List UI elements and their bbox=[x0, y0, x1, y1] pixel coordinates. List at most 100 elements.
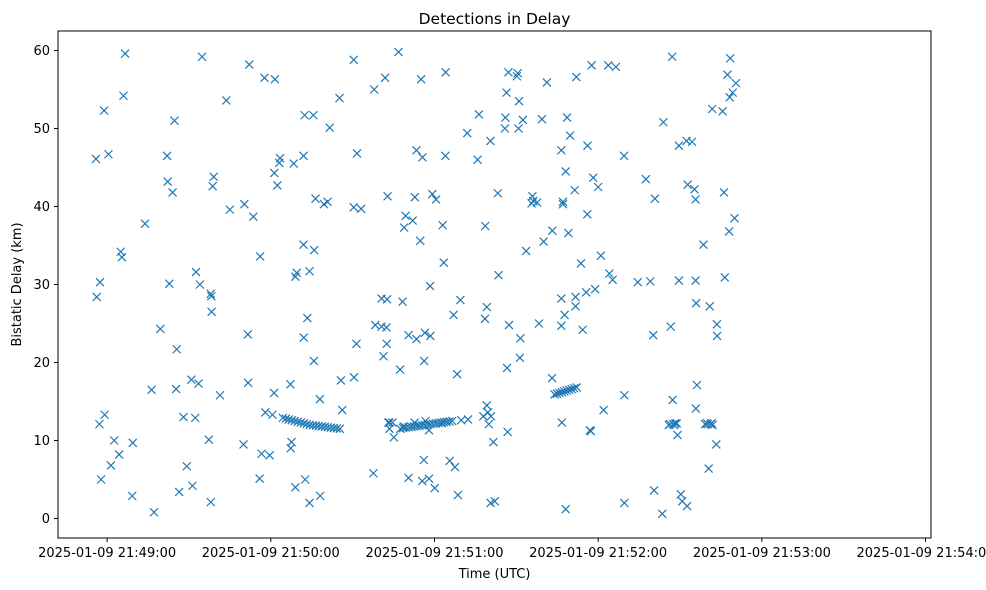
x-tick-label: 2025-01-09 21:50:00 bbox=[202, 546, 340, 561]
data-point-marker bbox=[720, 273, 730, 282]
data-point-marker bbox=[658, 117, 668, 127]
data-point-marker bbox=[645, 276, 655, 286]
data-point-marker bbox=[335, 93, 344, 103]
data-point-marker bbox=[114, 450, 124, 459]
data-point-marker bbox=[515, 353, 525, 363]
data-point-marker bbox=[171, 384, 181, 394]
data-point-marker bbox=[410, 192, 420, 202]
x-axis-ticks: 2025-01-09 21:49:00 2025-01-09 21:50:00 20… bbox=[38, 538, 986, 561]
data-point-marker bbox=[572, 383, 582, 392]
data-point-marker bbox=[571, 292, 580, 302]
data-point-marker bbox=[674, 276, 684, 286]
data-point-marker bbox=[588, 173, 598, 183]
data-point-marker bbox=[412, 145, 421, 155]
data-point-marker bbox=[269, 168, 279, 178]
data-point-marker bbox=[398, 297, 407, 307]
data-point-marker bbox=[290, 416, 300, 426]
data-point-marker bbox=[309, 356, 319, 366]
data-point-marker bbox=[485, 136, 495, 146]
data-point-marker bbox=[305, 498, 314, 508]
data-point-marker bbox=[186, 375, 196, 385]
data-point-marker bbox=[445, 416, 454, 426]
data-point-marker bbox=[305, 266, 314, 276]
data-point-marker bbox=[482, 400, 492, 410]
data-point-marker bbox=[593, 182, 603, 192]
x-axis-label: Time (UTC) bbox=[458, 567, 531, 582]
data-point-marker bbox=[336, 376, 346, 385]
data-point-marker bbox=[274, 158, 284, 168]
data-point-marker bbox=[450, 462, 460, 472]
data-point-marker bbox=[649, 485, 659, 495]
data-point-marker bbox=[170, 116, 179, 126]
data-point-marker bbox=[557, 418, 567, 427]
data-point-marker bbox=[427, 189, 437, 199]
data-point-marker bbox=[633, 277, 643, 287]
data-point-marker bbox=[708, 420, 717, 430]
data-point-marker bbox=[558, 199, 568, 209]
data-point-marker bbox=[484, 419, 494, 429]
data-point-marker bbox=[206, 291, 216, 301]
data-point-marker bbox=[206, 289, 216, 299]
data-point-marker bbox=[565, 131, 575, 140]
data-point-marker bbox=[514, 124, 523, 133]
data-point-marker bbox=[335, 424, 345, 434]
data-point-marker bbox=[494, 270, 504, 280]
data-point-marker bbox=[691, 298, 701, 308]
data-point-marker bbox=[424, 474, 434, 484]
data-point-marker bbox=[162, 151, 172, 161]
data-point-marker bbox=[515, 333, 525, 343]
data-point-marker bbox=[650, 194, 660, 204]
data-point-marker bbox=[718, 106, 727, 116]
data-point-marker bbox=[564, 385, 574, 395]
data-point-marker bbox=[116, 247, 126, 257]
y-tick-label: 40 bbox=[33, 200, 50, 215]
data-point-marker bbox=[441, 67, 451, 77]
data-point-marker bbox=[95, 277, 105, 287]
data-point-marker bbox=[292, 268, 302, 278]
data-point-marker bbox=[208, 181, 218, 191]
data-point-marker bbox=[657, 509, 667, 519]
data-point-marker bbox=[308, 110, 318, 120]
data-point-marker bbox=[453, 490, 463, 500]
data-point-marker bbox=[668, 395, 678, 405]
data-point-marker bbox=[270, 74, 280, 84]
data-point-marker bbox=[493, 188, 503, 198]
data-point-marker bbox=[419, 455, 429, 465]
data-point-marker bbox=[500, 113, 510, 123]
data-point-marker bbox=[299, 418, 309, 428]
data-point-marker bbox=[299, 151, 308, 161]
data-point-marker bbox=[382, 294, 392, 304]
data-point-marker bbox=[182, 461, 192, 471]
data-point-marker bbox=[174, 487, 184, 497]
data-point-marker bbox=[299, 240, 308, 250]
data-point-marker bbox=[300, 110, 310, 120]
data-point-marker bbox=[539, 237, 549, 247]
data-point-marker bbox=[712, 331, 722, 341]
data-point-marker bbox=[704, 464, 714, 474]
data-point-marker bbox=[676, 489, 686, 499]
data-point-marker bbox=[562, 113, 572, 123]
data-point-marker bbox=[518, 115, 528, 125]
data-point-marker bbox=[532, 198, 542, 208]
data-point-marker bbox=[149, 507, 159, 517]
plot-frame bbox=[57, 30, 932, 539]
data-point-marker bbox=[552, 389, 562, 399]
data-point-marker bbox=[691, 276, 700, 286]
data-point-marker bbox=[666, 322, 676, 332]
data-point-marker bbox=[206, 497, 216, 507]
data-point-marker bbox=[687, 137, 697, 147]
data-point-marker bbox=[388, 418, 397, 427]
data-point-marker bbox=[513, 68, 523, 78]
data-point-marker bbox=[608, 275, 618, 285]
data-point-marker bbox=[725, 92, 735, 102]
data-point-marker bbox=[325, 123, 335, 133]
data-point-marker bbox=[164, 279, 174, 289]
data-point-marker bbox=[728, 88, 738, 98]
data-point-marker bbox=[425, 331, 435, 341]
data-point-marker bbox=[155, 324, 165, 334]
y-tick-label: 60 bbox=[33, 44, 50, 59]
data-point-marker bbox=[547, 373, 557, 383]
data-point-marker bbox=[385, 418, 394, 427]
data-point-marker bbox=[191, 267, 201, 277]
